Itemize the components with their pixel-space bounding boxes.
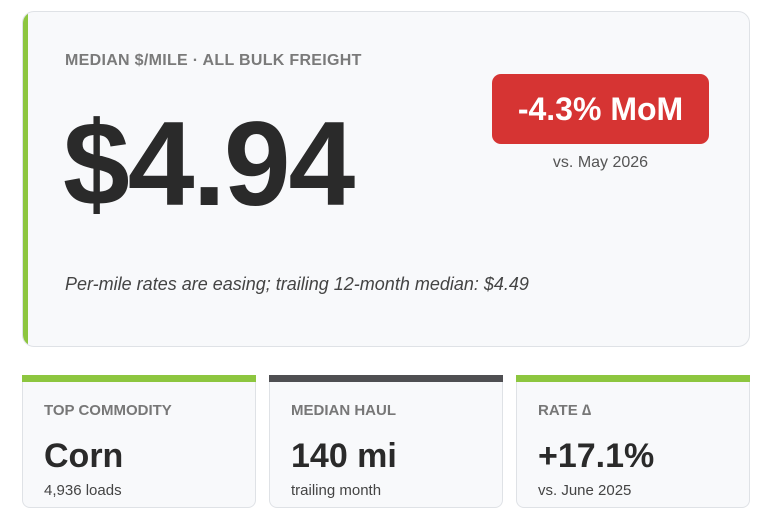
card-accent (22, 375, 256, 382)
card-note: 4,936 loads (44, 482, 122, 499)
summary-value: $4.94 (63, 97, 355, 231)
badge-note: vs. May 2026 (552, 154, 649, 171)
summary-label: MEDIAN $/MILE · ALL BULK FREIGHT (65, 52, 362, 69)
stat-card: RATE ∆ +17.1% vs. June 2025 (516, 375, 750, 508)
card-accent (269, 375, 503, 382)
card-label: TOP COMMODITY (44, 402, 172, 419)
card-label: MEDIAN HAUL (291, 402, 396, 419)
card-value: Corn (44, 437, 124, 475)
stat-card: TOP COMMODITY Corn 4,936 loads (22, 375, 256, 508)
card-accent (516, 375, 750, 382)
card-note: vs. June 2025 (538, 482, 632, 499)
summary-note: Per-mile rates are easing; trailing 12-m… (65, 274, 529, 294)
summary-card: MEDIAN $/MILE · ALL BULK FREIGHT $4.94 -… (22, 11, 750, 347)
change-badge: -4.3% MoM (492, 74, 709, 144)
accent-bar (23, 12, 28, 346)
card-value: 140 mi (291, 437, 397, 475)
card-note: trailing month (291, 482, 382, 499)
card-label: RATE ∆ (538, 402, 592, 419)
card-value: +17.1% (538, 437, 655, 475)
stat-card: MEDIAN HAUL 140 mi trailing month (269, 375, 503, 508)
